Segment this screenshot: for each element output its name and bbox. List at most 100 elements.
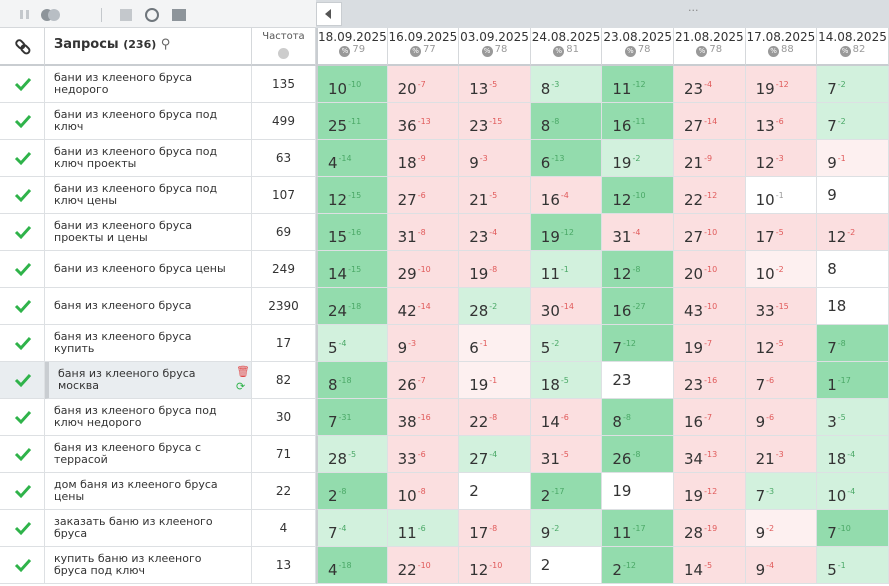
position-cell: 28-5	[316, 436, 388, 473]
position: 26	[612, 450, 632, 468]
date-header[interactable]: 21.08.2025% 78	[674, 28, 746, 66]
position: 31	[612, 228, 632, 246]
position-cell: 2	[459, 473, 531, 510]
position-delta: -5	[348, 450, 357, 459]
scroll-left[interactable]	[316, 2, 342, 26]
link-header	[0, 28, 45, 66]
position-delta: -12	[560, 228, 574, 237]
position: 31	[540, 450, 560, 468]
position-delta: -12	[704, 487, 718, 496]
position-cell: 4-18	[316, 547, 388, 584]
query-header[interactable]: Запросы (236) ⚲	[45, 28, 252, 66]
position-cell: 7-2	[817, 103, 889, 140]
position-cell: 7-31	[316, 399, 388, 436]
check-cell[interactable]	[0, 547, 45, 584]
position: 33	[397, 450, 417, 468]
position-cell: 19-12	[745, 66, 818, 103]
position-cell: 20-10	[674, 251, 746, 288]
position: 20	[684, 265, 704, 283]
position-delta: -2	[489, 302, 498, 311]
position-cell: 42-14	[387, 288, 460, 325]
percent-value: 88	[781, 44, 794, 55]
check-cell[interactable]	[0, 140, 45, 177]
position-cell: 7-3	[745, 473, 818, 510]
date-header[interactable]: 03.09.2025% 78	[459, 28, 531, 66]
position-delta: -18	[338, 376, 352, 385]
position-cell: 27-6	[387, 177, 460, 214]
percent-value: 81	[566, 44, 579, 55]
date-header[interactable]: 14.08.2025% 82	[817, 28, 889, 66]
check-cell[interactable]	[0, 214, 45, 251]
position: 9	[827, 154, 837, 172]
position-delta: -6	[766, 413, 775, 422]
position: 8	[827, 260, 837, 278]
position-delta: -13	[417, 117, 431, 126]
position-delta: -4	[704, 80, 713, 89]
position: 17	[469, 524, 489, 542]
position: 10	[827, 487, 847, 505]
position-cell: 8	[817, 251, 889, 288]
position-delta: -7	[417, 80, 426, 89]
position-cell: 8-8	[530, 103, 603, 140]
position: 22	[684, 191, 704, 209]
position-delta: -8	[837, 339, 846, 348]
position-cell: 23-4	[459, 214, 531, 251]
position: 2	[612, 561, 622, 579]
position-cell: 8-18	[316, 362, 388, 399]
position-cell: 16-4	[530, 177, 603, 214]
check-cell[interactable]	[0, 510, 45, 547]
position: 34	[684, 450, 704, 468]
query: заказать баню из клееного бруса	[45, 510, 252, 547]
position-cell: 36-13	[387, 103, 460, 140]
percent-icon: %	[839, 46, 851, 57]
check-cell[interactable]	[0, 436, 45, 473]
check-cell[interactable]	[0, 251, 45, 288]
date-header[interactable]: 18.09.2025% 79	[316, 28, 388, 66]
position: 26	[397, 376, 417, 394]
position-cell: 9-3	[387, 325, 460, 362]
position: 12	[755, 154, 775, 172]
check-cell[interactable]	[0, 362, 45, 399]
position: 12	[612, 191, 632, 209]
position-cell: 17-5	[745, 214, 818, 251]
check-cell[interactable]	[0, 177, 45, 214]
query: баня из клееного бруса купить	[45, 325, 252, 362]
date-header[interactable]: 17.08.2025% 88	[745, 28, 818, 66]
position-cell: 10-1	[745, 177, 818, 214]
date-header[interactable]: 24.08.2025% 81	[530, 28, 603, 66]
position-cell: 18	[817, 288, 889, 325]
check-cell[interactable]	[0, 288, 45, 325]
check-cell[interactable]	[0, 325, 45, 362]
check-cell[interactable]	[0, 473, 45, 510]
position-cell: 11-12	[602, 66, 674, 103]
frequency: 13	[252, 547, 316, 584]
position-delta: -16	[417, 413, 431, 422]
position: 12	[755, 339, 775, 357]
position-delta: -5	[775, 339, 784, 348]
position-cell: 29-10	[387, 251, 460, 288]
position-cell: 1-17	[817, 362, 889, 399]
position-cell: 12-3	[745, 140, 818, 177]
position-cell: 7-12	[602, 325, 674, 362]
position-delta: -17	[551, 487, 565, 496]
position-cell: 38-16	[387, 399, 460, 436]
position-delta: -2	[632, 154, 641, 163]
date: 17.08.2025	[746, 30, 816, 44]
position: 1	[827, 376, 837, 394]
query: купить баню из клееного бруса под ключ	[45, 547, 252, 584]
check-cell[interactable]	[0, 103, 45, 140]
frequency: 2390	[252, 288, 316, 325]
position: 11	[540, 265, 560, 283]
position-delta: -16	[348, 228, 362, 237]
row-actions[interactable]: 🗑 ⟳	[236, 365, 250, 393]
position: 9	[755, 561, 766, 579]
position-delta: -18	[348, 302, 362, 311]
date-header[interactable]: 23.08.2025% 78	[602, 28, 674, 66]
check-cell[interactable]	[0, 66, 45, 103]
position-cell: 26-7	[387, 362, 460, 399]
check-cell[interactable]	[0, 399, 45, 436]
position: 25	[328, 117, 348, 135]
freq-header[interactable]: Частота	[252, 28, 316, 66]
position-delta: -5	[775, 228, 784, 237]
date-header[interactable]: 16.09.2025% 77	[387, 28, 460, 66]
